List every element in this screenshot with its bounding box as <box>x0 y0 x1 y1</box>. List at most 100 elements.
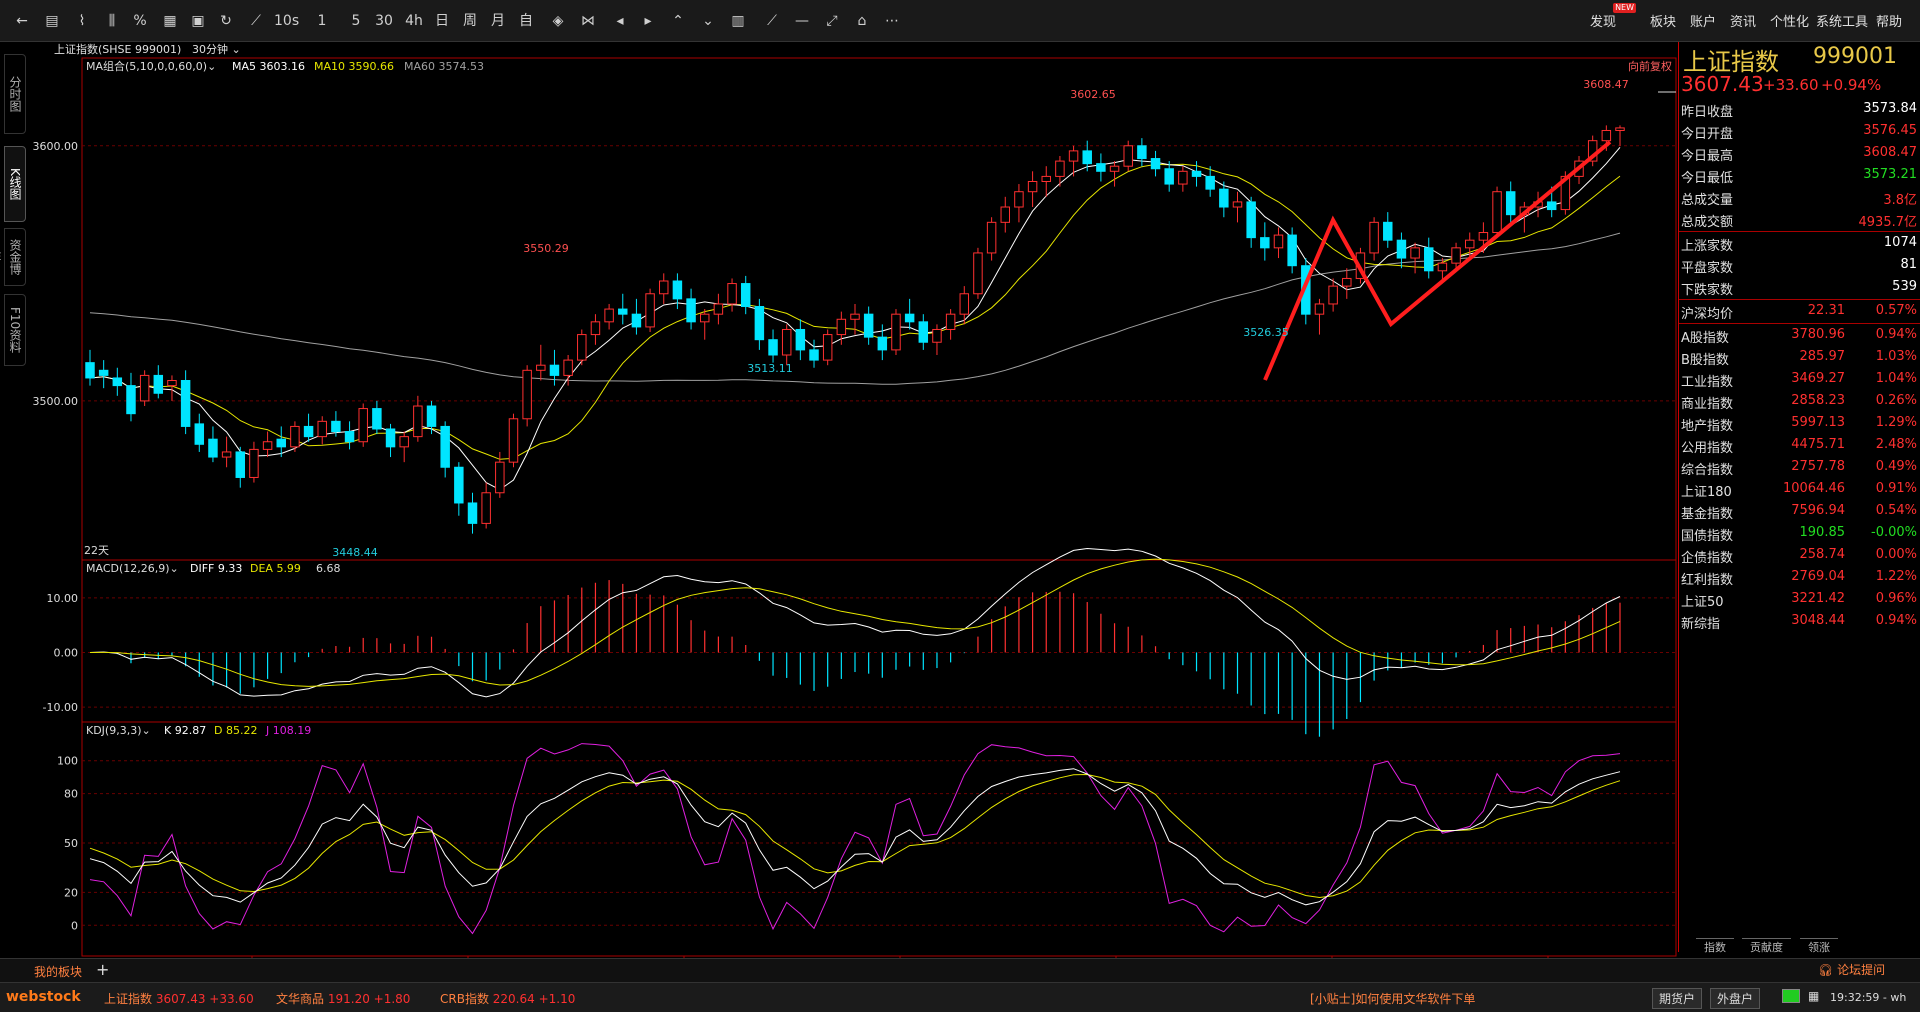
index-row[interactable]: 基金指数 7596.94 0.54% <box>1679 500 1920 522</box>
tip-link[interactable]: [小贴士]如何使用文华软件下单 <box>1310 992 1476 1006</box>
toolbar-day-button[interactable]: 日 <box>435 13 449 29</box>
candle-body <box>1000 206 1011 223</box>
panel-tab-1[interactable]: 贡献度 <box>1742 938 1791 955</box>
index-row[interactable]: 工业指数 3469.27 1.04% <box>1679 368 1920 390</box>
low-label-1: 3448.44 <box>332 546 378 559</box>
index-row[interactable]: 综合指数 2757.78 0.49% <box>1679 456 1920 478</box>
candle-body <box>1505 191 1516 216</box>
breadth-row: 上涨家数 1074 <box>1679 232 1920 254</box>
toolbar-tick-4h-button[interactable]: 4h <box>405 13 423 29</box>
k-legend: K 92.87 <box>164 724 206 737</box>
menu-3[interactable]: 资讯 <box>1730 15 1757 30</box>
analysis-icon[interactable]: ⟋ <box>251 13 261 29</box>
refresh-icon[interactable]: ↻ <box>220 13 232 29</box>
toolbar-week-button[interactable]: 周 <box>463 13 477 29</box>
calc-icon[interactable]: ▦ <box>163 13 177 29</box>
external-account-button[interactable]: 外盘户 <box>1710 988 1761 1009</box>
instrument-name[interactable]: 上证指数(SHSE 999001) <box>54 43 182 56</box>
row-label: 总成交额 <box>1681 215 1734 230</box>
ticker-item[interactable]: CRB指数 220.64 +1.10 <box>440 990 575 1007</box>
menu-4[interactable]: 个性化 <box>1770 15 1810 30</box>
status-bar: webstock 上证指数 3607.43 +33.60 文华商品 191.20 … <box>0 982 1920 1012</box>
candle-body <box>1096 163 1106 172</box>
index-row[interactable]: 新综指 3048.44 0.94% <box>1679 610 1920 632</box>
index-row[interactable]: B股指数 285.97 1.03% <box>1679 346 1920 368</box>
row-value: 3573.21 <box>1863 167 1917 182</box>
candle-body <box>1615 127 1625 131</box>
index-row[interactable]: 红利指数 2769.04 1.22% <box>1679 566 1920 588</box>
divider <box>1679 231 1920 232</box>
candle-body <box>850 313 860 320</box>
menu-1[interactable]: 板块 <box>1650 15 1677 30</box>
toolbar-left-button[interactable]: ◂ <box>616 13 624 29</box>
candle-body <box>631 313 642 328</box>
index-row[interactable]: 上证50 3221.42 0.96% <box>1679 588 1920 610</box>
hs-row[interactable]: 沪深均价 22.31 0.57% <box>1679 300 1920 322</box>
menu-0[interactable]: 发现 NEW <box>1590 3 1637 30</box>
ticker-item[interactable]: 上证指数 3607.43 +33.60 <box>104 990 254 1007</box>
candle-body <box>481 492 491 524</box>
back-icon[interactable]: ← <box>16 13 28 29</box>
ticker-change: +1.80 <box>373 992 411 1006</box>
save-icon[interactable]: ▣ <box>191 13 205 29</box>
add-sector-button[interactable]: + <box>96 960 110 979</box>
candle-body <box>918 321 929 343</box>
breadth-row: 平盘家数 81 <box>1679 254 1920 276</box>
toolbar-month-button[interactable]: 月 <box>491 13 505 29</box>
j-line <box>89 743 1621 935</box>
index-row[interactable]: 公用指数 4475.71 2.48% <box>1679 434 1920 456</box>
vtab-2[interactable]: 资金博弈 <box>0 228 26 286</box>
futures-account-button[interactable]: 期货户 <box>1652 988 1703 1009</box>
menu-5[interactable]: 系统工具 <box>1816 15 1869 30</box>
panel-change: +33.60 <box>1763 76 1819 94</box>
vtab-3[interactable]: F10资料 <box>4 294 26 366</box>
ticker-price: 220.64 <box>492 992 535 1006</box>
index-row[interactable]: A股指数 3780.96 0.94% <box>1679 324 1920 346</box>
j-legend: J 108.19 <box>265 724 311 737</box>
vtab-0[interactable]: 分时图 <box>4 54 26 134</box>
toolbar-layout-button[interactable]: ▥ <box>731 13 745 29</box>
toolbar-right-button[interactable]: ▸ <box>644 13 652 29</box>
index-row[interactable]: 商业指数 2858.23 0.26% <box>1679 390 1920 412</box>
toolbar-zoom-out-button[interactable]: ⋈ <box>581 13 595 29</box>
toolbar-more-button[interactable]: ⋯ <box>885 13 899 29</box>
k-line <box>89 768 1621 906</box>
chart-subheader: 上证指数(SHSE 999001) 30分钟 ⌄ <box>28 40 1678 56</box>
index-row[interactable]: 上证180 10064.46 0.91% <box>1679 478 1920 500</box>
menu-2[interactable]: 账户 <box>1690 15 1717 30</box>
ticker-name: 文华商品 <box>276 992 325 1006</box>
kline-chart[interactable]: 3600.00 3500.00 3550.29 3602.65 3608.47 3448.… <box>0 56 1678 962</box>
row-value: 5997.13 <box>1791 415 1845 430</box>
toolbar-tick-1-button[interactable]: 1 <box>317 13 327 29</box>
vtab-1[interactable]: K线图 <box>4 146 26 222</box>
menu-6[interactable]: 帮助 <box>1876 15 1903 30</box>
my-sector-tab[interactable]: 我的板块 <box>34 965 83 979</box>
candle-body <box>1191 170 1202 177</box>
toolbar-up-button[interactable]: ⌃ <box>672 13 684 29</box>
toolbar-draw-line-button[interactable]: ⟋ <box>767 13 777 29</box>
period-select[interactable]: 30分钟 ⌄ <box>192 41 241 57</box>
index-row[interactable]: 国债指数 190.85 -0.00% <box>1679 522 1920 544</box>
index-row[interactable]: 企债指数 258.74 0.00% <box>1679 544 1920 566</box>
candle-icon[interactable]: ⫼ <box>108 13 116 29</box>
panel-tab-0[interactable]: 指数 <box>1696 938 1734 955</box>
panel-tab-2[interactable]: 领涨 <box>1800 938 1838 955</box>
toolbar-custom-button[interactable]: 自 <box>519 13 533 29</box>
forum-button[interactable]: 🎧︎ 论坛提问 <box>1818 961 1885 978</box>
toolbar-tick-30-button[interactable]: 30 <box>375 13 393 29</box>
toolbar-zoom-in-button[interactable]: ◈ <box>552 13 564 29</box>
toolbar-down-button[interactable]: ⌄ <box>702 13 714 29</box>
menu-icon[interactable]: ▤ <box>45 13 59 29</box>
toolbar-pin-button[interactable]: ⌂ <box>857 13 867 29</box>
low-label-3: 3526.35 <box>1243 326 1289 339</box>
toolbar-ray-button[interactable]: ⤢ <box>826 13 838 29</box>
toolbar-hline-button[interactable]: — <box>795 13 809 29</box>
toolbar-tick-5-button[interactable]: 5 <box>351 13 361 29</box>
line-chart-icon[interactable]: ⌇ <box>78 13 86 29</box>
ticker-item[interactable]: 文华商品 191.20 +1.80 <box>276 990 410 1007</box>
candle-body <box>126 385 136 415</box>
index-row[interactable]: 地产指数 5997.13 1.29% <box>1679 412 1920 434</box>
percent-icon[interactable]: % <box>133 13 147 29</box>
row-label: A股指数 <box>1681 331 1729 346</box>
toolbar-tick-10s-button[interactable]: 10s <box>274 13 300 29</box>
